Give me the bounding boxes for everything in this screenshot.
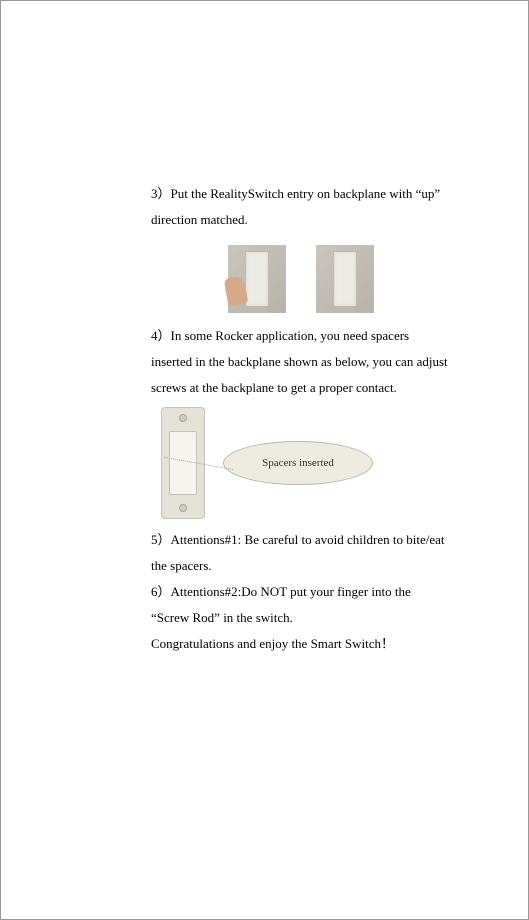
screw-icon — [179, 504, 187, 512]
step-6-text: 6）Attentions#2:Do NOT put your finger in… — [151, 579, 450, 631]
step-3-text: 3）Put the RealitySwitch entry on backpla… — [151, 181, 450, 233]
document-page: 3）Put the RealitySwitch entry on backpla… — [0, 0, 529, 920]
install-photo-mounted — [316, 245, 374, 313]
switch-plate-icon — [245, 251, 269, 307]
screw-icon — [179, 414, 187, 422]
spacer-figure: Spacers inserted — [161, 407, 450, 519]
step-4-text: 4）In some Rocker application, you need s… — [151, 323, 450, 401]
step-5-text: 5）Attentions#1: Be careful to avoid chil… — [151, 527, 450, 579]
install-photos-row — [151, 245, 450, 313]
spacers-callout: Spacers inserted — [223, 441, 373, 485]
switch-plate-icon — [333, 251, 357, 307]
install-photo-hand — [228, 245, 286, 313]
closing-text: Congratulations and enjoy the Smart Swit… — [151, 631, 450, 657]
callout-wrap: Spacers inserted — [223, 441, 373, 485]
callout-label: Spacers inserted — [262, 457, 334, 469]
